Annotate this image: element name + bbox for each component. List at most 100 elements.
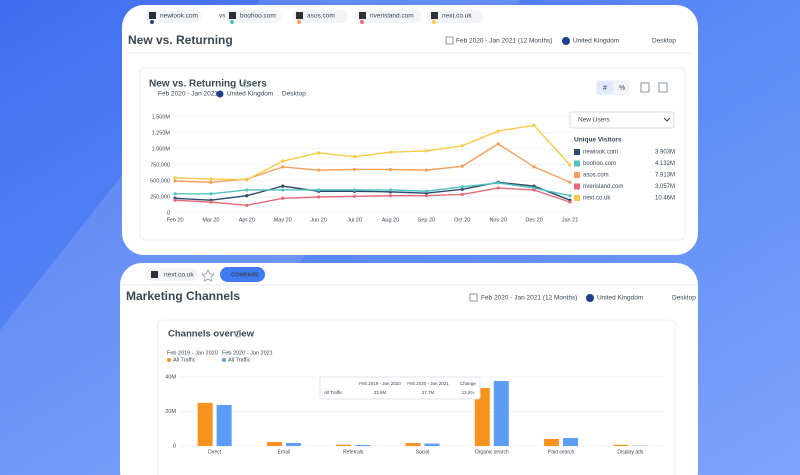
point — [568, 200, 572, 204]
tab-chip[interactable] — [355, 10, 421, 23]
point — [281, 196, 285, 200]
date-picker[interactable]: Feb 2020 - Jan 2021 (12 Months) — [456, 38, 552, 45]
x-tick-label: Jun 20 — [310, 217, 327, 223]
bar — [216, 404, 232, 446]
bar — [493, 380, 509, 446]
x-tick-label: Social — [416, 449, 430, 455]
point — [245, 178, 249, 182]
legend-swatch[interactable] — [574, 160, 580, 167]
device-picker[interactable]: Desktop — [652, 38, 676, 45]
point — [317, 151, 321, 155]
tab-chip[interactable] — [225, 10, 281, 23]
tab-dot — [360, 20, 364, 24]
card-title: New vs. Returning Users — [149, 79, 267, 90]
x-tick-label: Jul 20 — [347, 217, 362, 223]
y-tick-label: 1.250M — [152, 130, 171, 136]
bar — [336, 444, 352, 446]
point — [460, 164, 464, 168]
legend-label[interactable]: next.co.uk — [583, 196, 611, 202]
tab-label[interactable]: riverisland.com — [370, 13, 414, 20]
point — [173, 179, 177, 183]
legend-swatch[interactable] — [574, 172, 580, 178]
point — [352, 194, 357, 198]
tab-label[interactable]: newlook.com — [160, 13, 198, 20]
tab-chip[interactable] — [427, 10, 483, 23]
bar — [285, 443, 301, 446]
point — [245, 194, 249, 198]
point — [532, 165, 536, 169]
point — [568, 180, 572, 184]
legend-note: All Traffic — [173, 357, 196, 363]
point — [317, 188, 321, 192]
y-tick-label: 40M — [165, 374, 176, 380]
point — [496, 186, 500, 190]
country-picker[interactable]: United Kingdom — [597, 295, 643, 302]
tab-icon — [149, 12, 156, 19]
point — [532, 188, 536, 192]
point — [209, 180, 213, 184]
point — [352, 188, 357, 192]
date-picker[interactable]: Feb 2020 - Jan 2021 (12 Months) — [481, 295, 577, 302]
toggle-option[interactable]: # — [603, 85, 607, 92]
point — [173, 192, 177, 196]
tab-label[interactable]: asos.com — [307, 13, 335, 20]
page-title: New vs. Returning — [128, 33, 233, 47]
y-tick-label: 0 — [173, 443, 176, 449]
device-picker[interactable]: Desktop — [672, 295, 696, 302]
tooltip-cell: 33.6M — [374, 390, 387, 395]
legend-label[interactable]: Feb 2020 - Jan 2021 — [222, 350, 273, 356]
y-tick-label: 250,000 — [150, 194, 170, 200]
x-tick-label: Paid search — [548, 449, 575, 455]
legend-total: 3.057M — [655, 184, 675, 190]
tab-chip[interactable] — [145, 10, 201, 23]
point — [388, 167, 393, 172]
compare-button[interactable] — [220, 267, 265, 282]
point — [317, 195, 321, 199]
tooltip-header: Feb 2020 - Jan 2021 — [407, 381, 449, 386]
legend-swatch[interactable] — [574, 183, 580, 190]
legend-total: 4.132M — [655, 161, 675, 167]
x-tick-label: Aug 20 — [382, 217, 399, 223]
legend-label[interactable]: newlook.com — [583, 150, 618, 156]
point — [460, 187, 464, 191]
legend-label[interactable]: Feb 2019 - Jan 2020 — [167, 350, 218, 356]
line — [174, 124, 571, 181]
point — [209, 200, 213, 204]
country-picker[interactable]: United Kingdom — [573, 38, 619, 45]
page-title: Marketing Channels — [126, 289, 240, 303]
tab-label[interactable]: next.co.uk — [442, 13, 472, 20]
toggle-option[interactable]: % — [619, 85, 625, 92]
excel-icon[interactable] — [640, 82, 650, 93]
x-tick-label: Organic search — [475, 449, 509, 455]
point — [352, 155, 357, 159]
dropdown-caret — [663, 117, 671, 122]
tooltip-header: Change — [460, 381, 476, 386]
x-tick-label: Apr 20 — [239, 217, 255, 223]
tab-label[interactable]: boohoo.com — [240, 13, 276, 20]
site-chip — [146, 268, 198, 281]
dropdown-label[interactable]: New Users — [578, 117, 611, 124]
legend-label[interactable]: riverisland.com — [583, 184, 623, 190]
star-icon[interactable] — [201, 269, 215, 282]
dropdown[interactable] — [569, 111, 675, 129]
flag-icon — [562, 37, 570, 45]
compare-label[interactable]: COMPARE — [231, 272, 259, 278]
tab-icon — [359, 12, 366, 19]
tab-chip[interactable] — [292, 10, 348, 23]
bar — [474, 388, 490, 446]
legend-label[interactable]: asos.com — [583, 173, 609, 179]
legend-swatch[interactable] — [574, 149, 580, 155]
line — [174, 181, 571, 201]
download-icon[interactable] — [658, 82, 668, 93]
bar — [613, 444, 629, 446]
tab-dot — [297, 20, 301, 24]
tooltip-header: Feb 2019 - Jan 2020 — [359, 381, 401, 386]
tab-dot — [150, 20, 154, 24]
legend-total: 3.903M — [655, 150, 675, 156]
legend-label[interactable]: boohoo.com — [583, 161, 616, 167]
point — [532, 123, 536, 127]
card-device: Desktop — [282, 91, 306, 98]
x-tick-label: Email — [278, 449, 291, 455]
legend-swatch[interactable] — [574, 195, 580, 201]
